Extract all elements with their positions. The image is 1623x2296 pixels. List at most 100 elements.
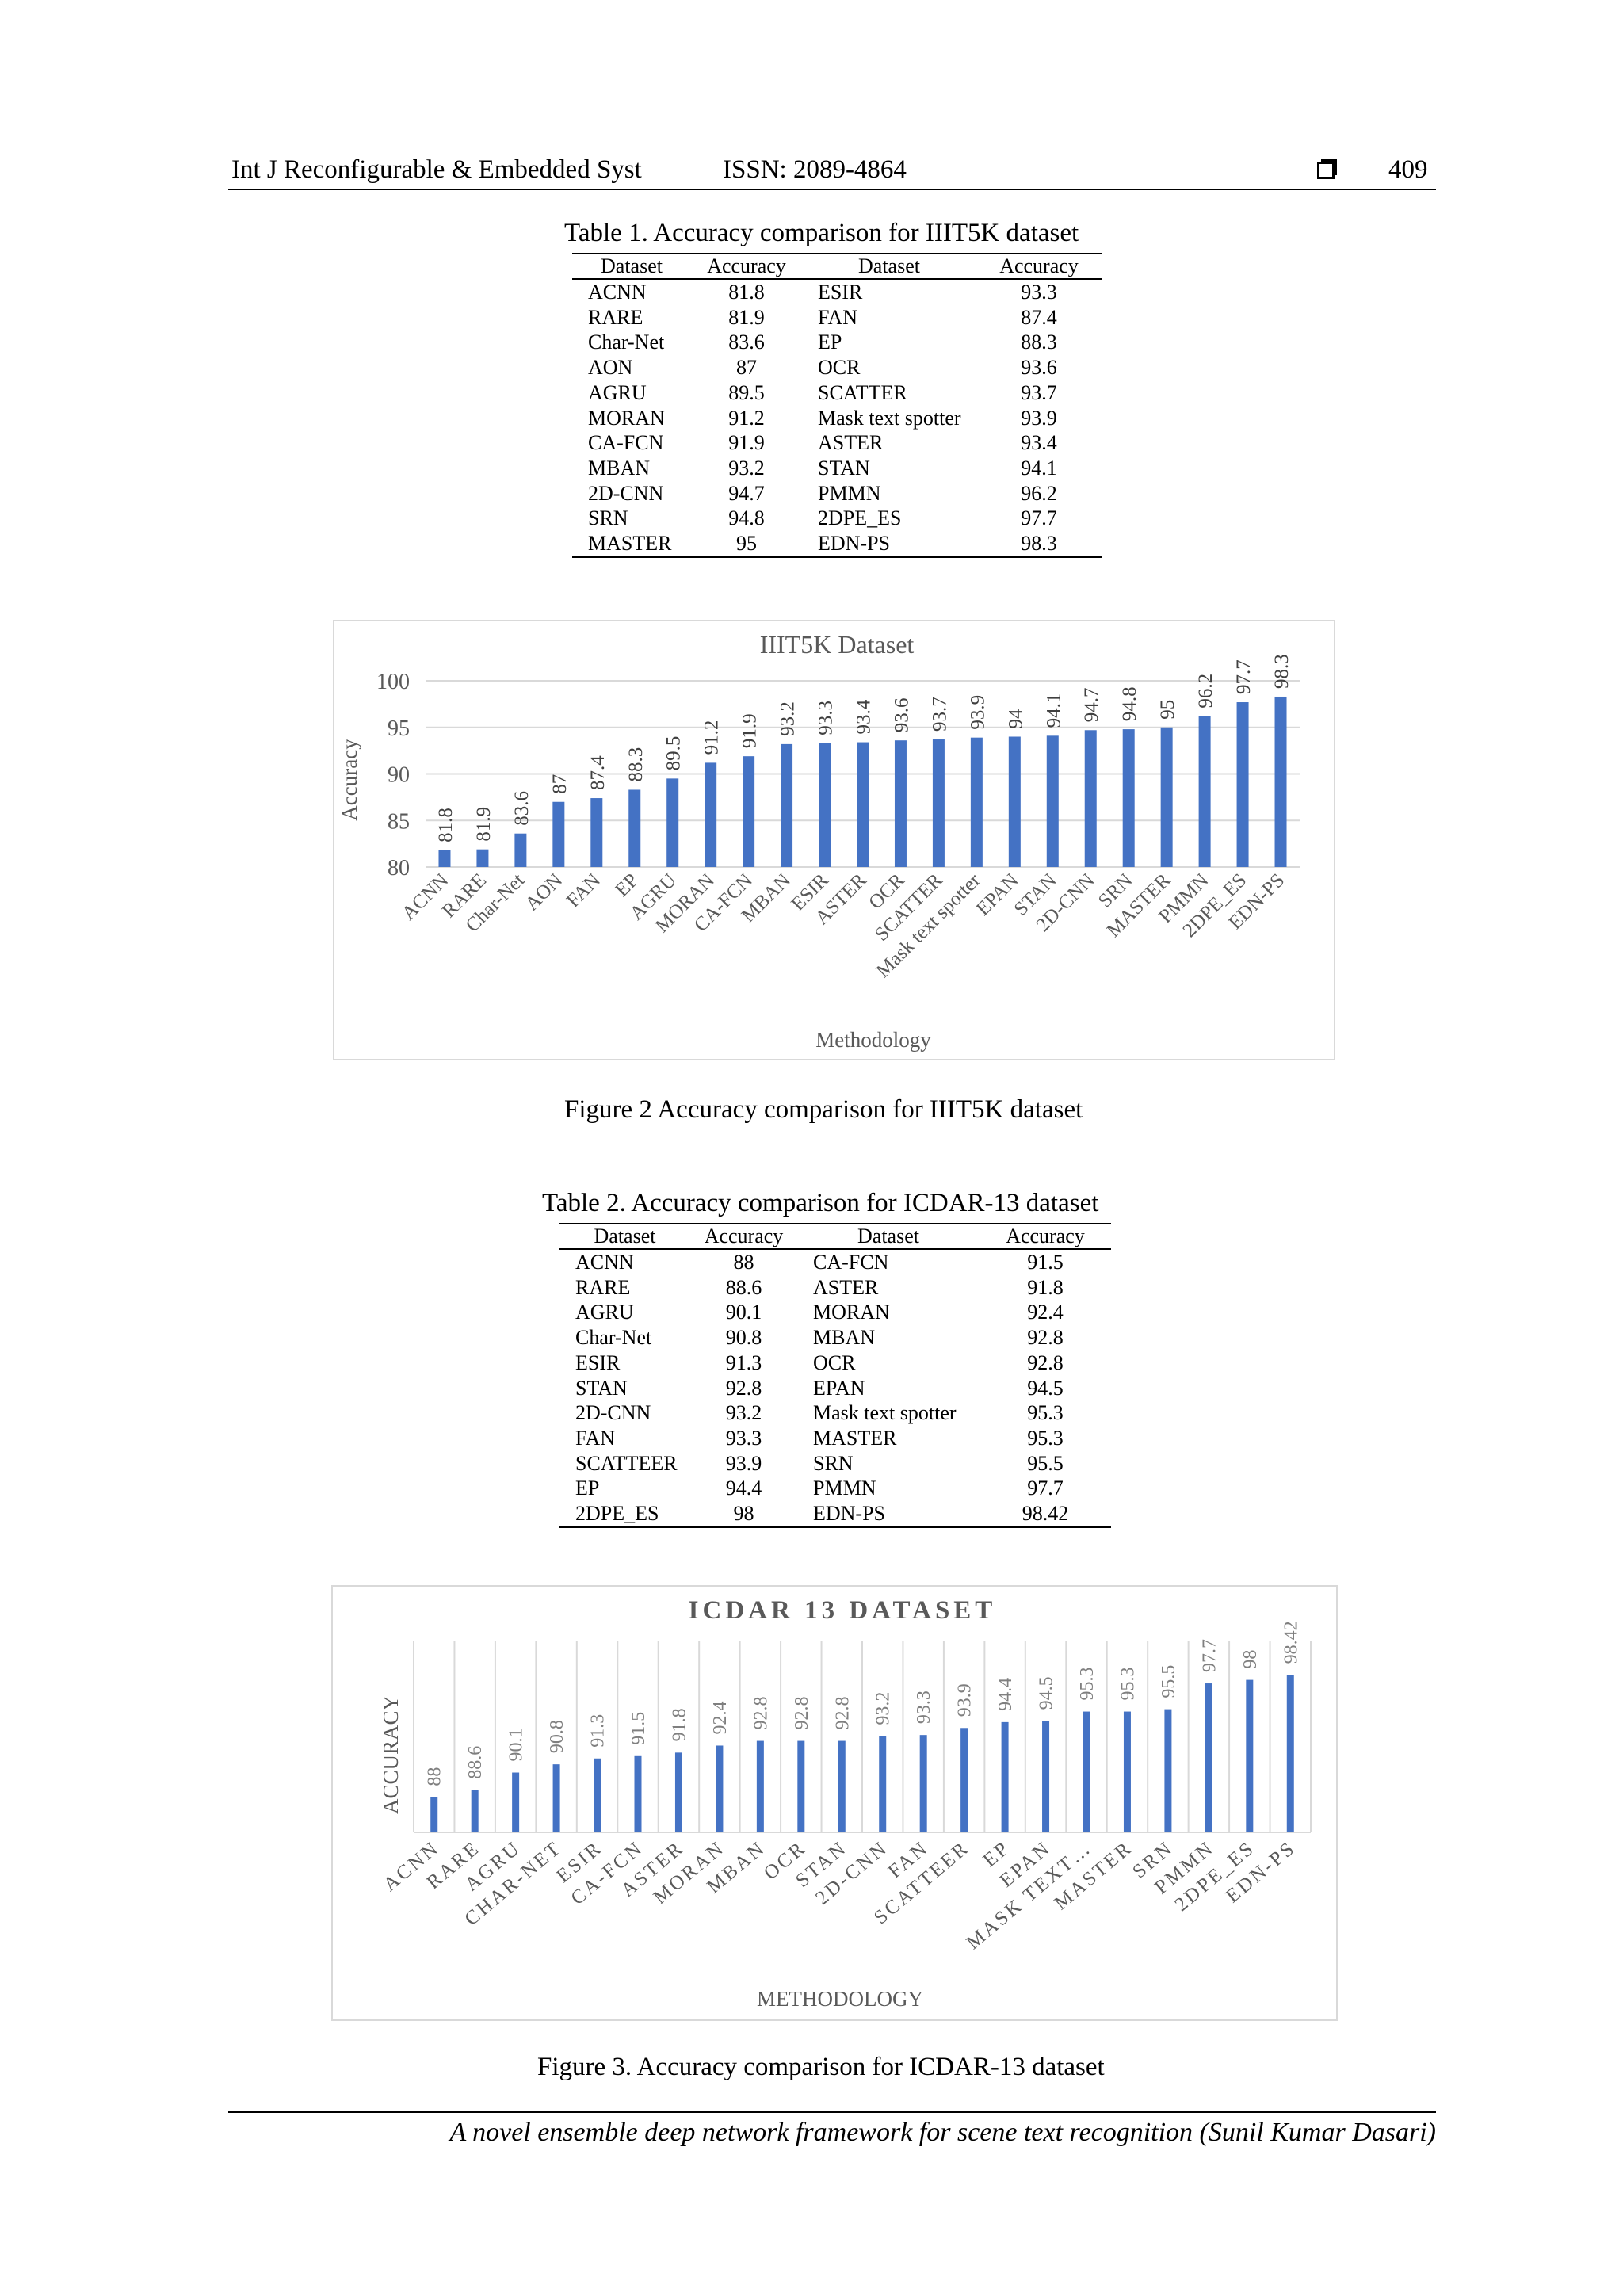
dataset-cell: FAN [818,305,858,329]
bar [438,850,451,867]
table-row: STAN 92.8 EPAN 94.5 [559,1376,1111,1401]
accuracy-cell: 94.7 [728,481,765,505]
bar [960,1728,968,1832]
table-row: AON 87 OCR 93.6 [572,355,1102,380]
accuracy-cell: 95.3 [1027,1401,1064,1425]
table2-caption: Table 2. Accuracy comparison for ICDAR-1… [542,1189,1099,1217]
bar [932,739,945,867]
dataset-cell: EDN-PS [797,1501,980,1528]
dataset-cell: MBAN [588,456,651,479]
x-tick-label: EPAN [972,869,1023,920]
x-axis-label: Methodology [815,1028,931,1052]
bar [430,1797,438,1832]
accuracy-cell: 93.4 [1021,431,1057,455]
bar [1046,735,1059,867]
data-labels: 88 88.6 90.1 90.8 91.3 91.5 91.8 92.4 92.8 92.8 92… [425,1621,1302,1786]
accuracy-cell: 90.1 [725,1301,762,1324]
accuracy-cell: 91.3 [725,1350,762,1374]
accuracy-cell: 81.8 [728,281,765,304]
column-header: Dataset [802,254,976,280]
accuracy-cell: 92.8 [1027,1326,1064,1350]
bar [514,833,527,867]
table-row: 2DPE_ES 98 EDN-PS 98.42 [559,1501,1111,1528]
bar [1205,1683,1212,1832]
column-header: Dataset [797,1224,980,1250]
bar [471,1790,479,1832]
dataset-cell: AON [588,356,633,380]
running-header-journal: Int J Reconfigurable & Embedded Syst [231,155,642,184]
table-row: 2D-CNN 93.2 Mask text spotter 95.3 [559,1400,1111,1426]
dataset-cell: Char-Net [588,330,665,354]
bar-series [438,696,1287,867]
table2: Dataset Accuracy Dataset Accuracy ACNN 88… [559,1223,1111,1528]
dataset-cell: ESIR [818,281,863,304]
square-icon [1317,162,1335,179]
dataset-cell: MORAN [588,406,665,430]
bar [1160,727,1173,867]
data-label: 92.4 [710,1701,731,1734]
table-row: FAN 93.3 MASTER 95.3 [559,1426,1111,1451]
accuracy-cell: 90.8 [725,1326,762,1350]
icdar13-chart-svg: ICDAR 13 DATASET ACCURACY METHODOLOGY 88… [379,1596,1312,2011]
table-row: ACNN 81.8 ESIR 93.3 [572,279,1102,305]
iiit5k-chart: IIIT5K Dataset Accuracy Methodology 81.8… [333,620,1335,1060]
dataset-cell: EP [575,1477,600,1500]
accuracy-cell: 98 [690,1501,797,1528]
data-label: 87 [549,774,571,794]
data-label: 90.8 [547,1720,567,1753]
bar [743,756,755,867]
dataset-cell: SRN [813,1451,854,1475]
bar [970,737,983,867]
dataset-cell: MORAN [813,1301,890,1324]
bar [666,778,679,867]
accuracy-cell: 93.3 [1021,281,1057,304]
table-row: Char-Net 90.8 MBAN 92.8 [559,1325,1111,1350]
data-label: 93.3 [815,701,837,735]
accuracy-cell: 83.6 [728,330,765,354]
table-header-row: Dataset Accuracy Dataset Accuracy [559,1224,1111,1250]
accuracy-cell: 87 [736,356,757,380]
data-label: 88.6 [465,1746,486,1779]
data-label: 98 [1240,1650,1261,1669]
column-header: Dataset [559,1224,690,1250]
bar [819,743,831,867]
x-axis-label: METHODOLOGY [757,1987,923,2011]
dataset-cell: 2D-CNN [575,1401,651,1425]
dataset-cell: STAN [818,456,870,479]
accuracy-cell: 88.6 [725,1275,762,1299]
data-label: 95.3 [1117,1668,1138,1701]
accuracy-cell: 91.9 [728,431,765,455]
column-header: Dataset [572,254,691,280]
accuracy-cell: 92.8 [725,1376,762,1400]
bar [857,742,869,867]
table1-caption: Table 1. Accuracy comparison for IIIT5K … [564,219,1079,247]
iiit5k-chart-svg: IIIT5K Dataset Accuracy Methodology 81.8… [338,630,1300,1052]
bar [552,1764,560,1832]
data-label: 91.3 [588,1714,609,1748]
figure3-caption: Figure 3. Accuracy comparison for ICDAR-… [537,2053,1105,2081]
dataset-cell: 2DPE_ES [818,506,902,530]
data-label: 94.4 [995,1678,1016,1711]
dataset-cell: STAN [575,1376,628,1400]
dataset-cell: RARE [588,305,643,329]
data-label: 88.3 [625,747,647,782]
table-row: MBAN 93.2 STAN 94.1 [572,456,1102,481]
running-header-issn: ISSN: 2089-4864 [723,155,907,184]
accuracy-cell: 93.9 [725,1451,762,1475]
data-label: 93.9 [955,1683,976,1717]
accuracy-cell: 93.2 [725,1401,762,1425]
table-row: RARE 81.9 FAN 87.4 [572,305,1102,330]
column-header: Accuracy [976,254,1102,280]
column-header: Accuracy [980,1224,1111,1250]
data-label: 91.2 [701,720,723,755]
table1-body: ACNN 81.8 ESIR 93.3 RARE 81.9 FAN 87.4 Char-Net 8… [572,279,1102,558]
data-label: 81.9 [473,807,495,842]
table-row: Char-Net 83.6 EP 88.3 [572,330,1102,355]
dataset-cell: 2DPE_ES [559,1501,690,1528]
bar [1084,730,1097,867]
data-label: 83.6 [511,791,533,826]
bar [1164,1709,1172,1832]
bar [1246,1679,1254,1832]
table-header-row: Dataset Accuracy Dataset Accuracy [572,254,1102,280]
data-label: 98.3 [1271,654,1293,689]
